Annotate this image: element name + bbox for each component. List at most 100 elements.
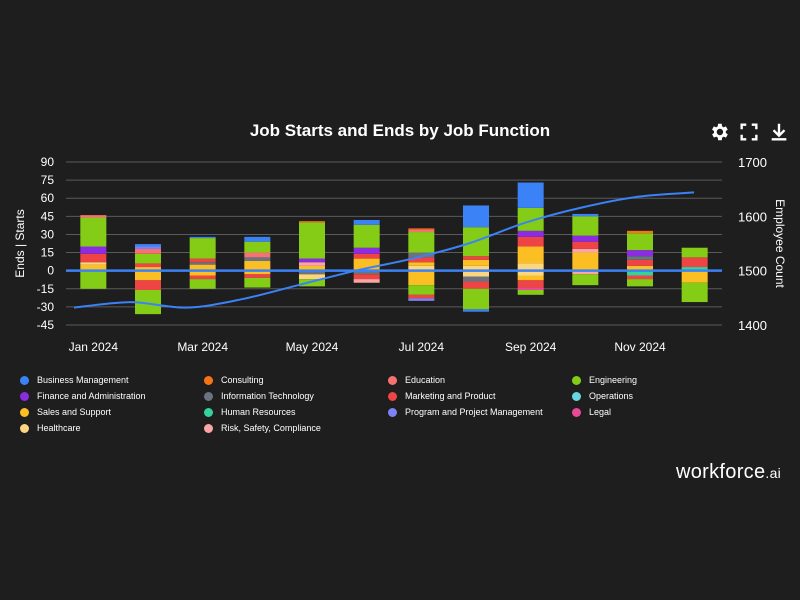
- legend-swatch: [20, 423, 29, 433]
- legend-item[interactable]: Finance and Administration: [20, 391, 146, 401]
- legend-label: Human Resources: [221, 407, 296, 417]
- y-tick-label: 30: [41, 227, 55, 241]
- legend-item[interactable]: Consulting: [204, 375, 264, 385]
- bar-segment-start: [517, 246, 544, 264]
- bar-segment-end: [80, 270, 107, 289]
- bar-segment-start: [135, 263, 161, 268]
- bar-segment-end: [463, 309, 489, 312]
- bar-segment-start: [572, 213, 599, 217]
- brand-name: workforce: [676, 461, 766, 483]
- bar-segment-end: [517, 280, 544, 288]
- bar-segment-end: [517, 275, 544, 281]
- bar-segment-end: [299, 274, 325, 280]
- bar-segment-start: [627, 259, 653, 266]
- bar-segment-start: [517, 182, 544, 208]
- legend-item[interactable]: Information Technology: [204, 391, 314, 401]
- bar-segment-start: [572, 252, 599, 271]
- x-tick-label: Jan 2024: [69, 340, 119, 354]
- bar-segment-start: [681, 247, 708, 258]
- bar-segment-end: [408, 298, 435, 301]
- legend-swatch: [388, 407, 397, 417]
- bar-segment-start: [408, 257, 435, 263]
- legend-item[interactable]: Marketing and Product: [388, 391, 496, 401]
- legend-swatch: [204, 375, 213, 385]
- legend-item[interactable]: Program and Project Management: [388, 407, 543, 417]
- bar-segment-start: [627, 230, 653, 234]
- bar-segment-end: [517, 287, 544, 290]
- bar-segment-end: [189, 279, 216, 289]
- legend-swatch: [20, 375, 29, 385]
- legend-swatch: [572, 391, 581, 401]
- legend-item[interactable]: Legal: [572, 407, 611, 417]
- x-tick-label: May 2024: [286, 340, 339, 354]
- bar-segment-start: [244, 261, 271, 271]
- legend-item[interactable]: Sales and Support: [20, 407, 111, 417]
- x-tick-label: Mar 2024: [177, 340, 228, 354]
- bar-segment-end: [681, 270, 708, 283]
- bar-segment-start: [681, 257, 708, 268]
- bar-segment-end: [463, 270, 489, 277]
- y-tick-label: 45: [41, 209, 55, 223]
- bar-segment-start: [299, 221, 325, 223]
- legend-label: Operations: [589, 391, 634, 401]
- y2-tick-label: 1600: [738, 209, 767, 224]
- bar-segment-start: [299, 265, 325, 271]
- bar-segment-end: [572, 270, 599, 275]
- legend-item[interactable]: Risk, Safety, Compliance: [204, 423, 321, 433]
- bar-segment-end: [189, 270, 216, 276]
- legend-item[interactable]: Engineering: [572, 375, 637, 385]
- legend-item[interactable]: Operations: [572, 391, 633, 401]
- x-tick-label: Jul 2024: [399, 340, 445, 354]
- legend-swatch: [204, 407, 213, 417]
- bar-segment-end: [463, 281, 489, 289]
- bar-segment-start: [408, 232, 435, 253]
- legend-label: Business Management: [37, 375, 129, 385]
- bar-segment-start: [408, 265, 435, 271]
- bar-segment-end: [353, 279, 380, 283]
- y-tick-label: 75: [41, 173, 55, 187]
- gear-icon[interactable]: [708, 121, 730, 143]
- x-tick-label: Nov 2024: [614, 340, 666, 354]
- bar-segment-end: [517, 270, 544, 276]
- legend-item[interactable]: Healthcare: [20, 423, 81, 433]
- bar-segment-end: [135, 280, 161, 290]
- bar-segment-start: [80, 262, 107, 265]
- chart-toolbar: [708, 121, 790, 143]
- bar-segment-start: [463, 205, 489, 228]
- bar-segment-start: [517, 230, 544, 237]
- bar-segment-start: [353, 224, 380, 248]
- bar-segment-end: [463, 276, 489, 282]
- download-icon[interactable]: [768, 121, 790, 143]
- legend-label: Engineering: [589, 375, 638, 385]
- legend-label: Marketing and Product: [405, 391, 496, 401]
- bar-segment-end: [408, 285, 435, 295]
- bar-segment-start: [189, 238, 216, 259]
- employee-count-line: [73, 191, 695, 309]
- bar-segment-end: [244, 277, 271, 288]
- bar-segment-start: [627, 256, 653, 260]
- bar-segment-start: [189, 258, 216, 263]
- chart-plot: 90 75 60 45 30 15 0 -15 -30 -45 1700 1600 1500 1400 En…: [13, 155, 787, 354]
- chart-title: Job Starts and Ends by Job Function: [249, 121, 551, 140]
- legend-item[interactable]: Business Management: [20, 375, 129, 385]
- legend-swatch: [20, 407, 29, 417]
- legend-item[interactable]: Human Resources: [204, 407, 296, 417]
- legend-swatch: [388, 375, 397, 385]
- bar-segment-end: [244, 270, 271, 275]
- bar-segment-end: [627, 279, 653, 287]
- bar-segment-start: [135, 244, 161, 247]
- bar-segment-start: [135, 246, 161, 249]
- bar-segment-start: [517, 263, 544, 271]
- bar-segment-start: [572, 216, 599, 236]
- bar-segment-start: [572, 241, 599, 249]
- bar-segment-start: [244, 257, 271, 262]
- bar-segment-start: [572, 248, 599, 253]
- bar-segment-start: [627, 233, 653, 251]
- y2-axis-label: Employee Count: [773, 199, 787, 288]
- bar-segment-start: [408, 229, 435, 233]
- fullscreen-icon[interactable]: [738, 121, 760, 143]
- legend-item[interactable]: Education: [388, 375, 445, 385]
- bar-segment-start: [463, 256, 489, 260]
- bar-segment-end: [299, 279, 325, 287]
- y2-tick-label: 1700: [738, 155, 767, 170]
